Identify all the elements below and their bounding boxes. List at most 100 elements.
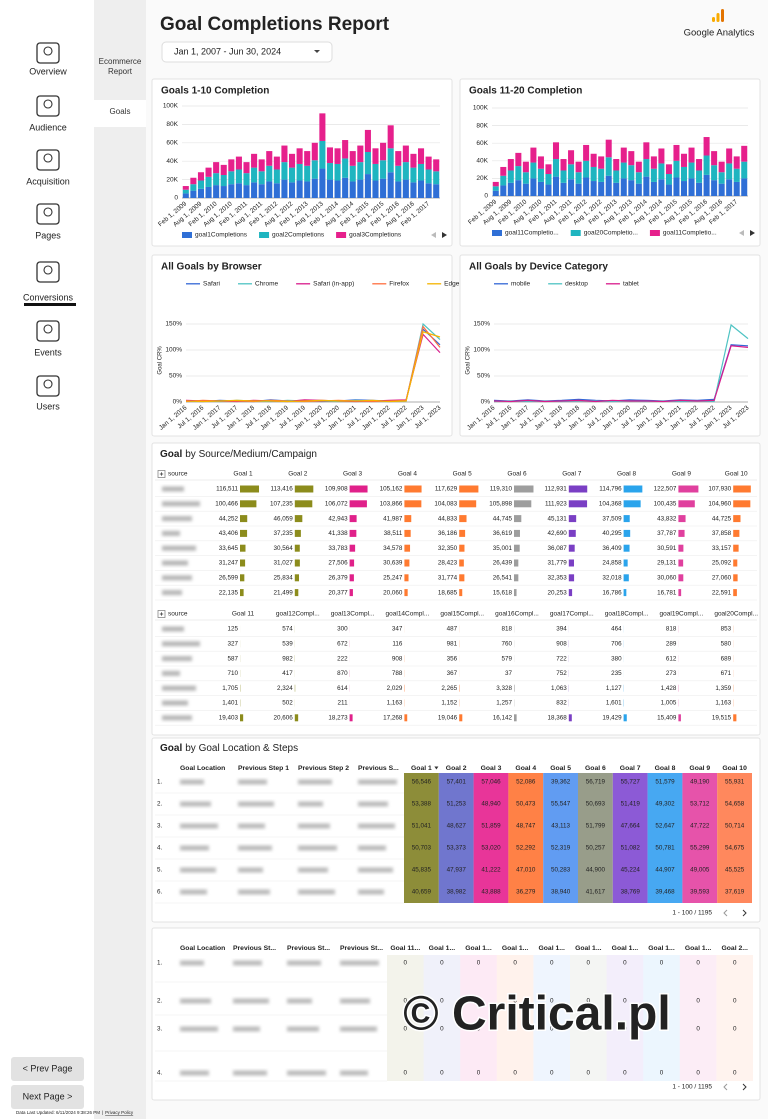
legend-label[interactable]: mobile xyxy=(511,281,531,288)
column-header[interactable]: Goal 5 xyxy=(550,765,571,772)
column-header[interactable]: Goal 1... xyxy=(612,945,639,952)
legend-item[interactable]: desktop xyxy=(548,281,588,288)
legend-item[interactable]: Firefox xyxy=(372,281,410,288)
column-header[interactable]: Previous Step 1 xyxy=(238,765,289,772)
nav-icon[interactable] xyxy=(36,320,60,342)
column-header[interactable]: Goal 2... xyxy=(721,945,748,952)
page-next[interactable] xyxy=(742,909,747,917)
nav-label[interactable]: Users xyxy=(36,401,60,411)
nav-icon-dot[interactable] xyxy=(43,207,53,217)
column-header[interactable]: goal18Compl... xyxy=(605,611,649,618)
column-header[interactable]: Goal 8 xyxy=(617,471,637,478)
legend-next[interactable] xyxy=(750,230,755,236)
legend-label[interactable]: Safari (in-app) xyxy=(313,281,354,288)
legend-item[interactable]: goal11Completio... xyxy=(492,230,559,237)
legend-label[interactable]: goal11Completio... xyxy=(663,230,717,237)
privacy-link[interactable]: Privacy Policy xyxy=(105,1110,134,1115)
legend-item[interactable]: goal3Completions xyxy=(336,232,402,239)
nav-item[interactable]: Overview xyxy=(29,42,67,76)
column-header[interactable]: goal19Compl... xyxy=(660,611,704,618)
nav-item[interactable]: Users xyxy=(36,375,60,411)
nav-icon[interactable] xyxy=(36,261,60,283)
column-header[interactable]: Goal 3 xyxy=(481,765,502,772)
column-header[interactable]: Goal 10 xyxy=(722,765,747,772)
legend-item[interactable]: Safari (in-app) xyxy=(296,281,354,288)
button[interactable] xyxy=(11,1057,84,1081)
button[interactable] xyxy=(11,1085,84,1109)
legend-next[interactable] xyxy=(442,232,447,238)
legend-label[interactable]: Chrome xyxy=(255,281,279,288)
column-header[interactable]: Goal 3 xyxy=(343,471,363,478)
date-box[interactable] xyxy=(161,41,333,63)
page-next[interactable] xyxy=(742,1083,747,1091)
nav-icon-dot[interactable] xyxy=(43,265,53,275)
dropdown-arrow[interactable] xyxy=(314,50,320,53)
nav-icon-dot[interactable] xyxy=(43,153,53,163)
column-header[interactable]: goal12Compl... xyxy=(276,611,320,618)
next-page[interactable]: Next Page > xyxy=(11,1085,84,1109)
column-header[interactable]: goal15Compl... xyxy=(440,611,484,618)
button-label[interactable]: < Prev Page xyxy=(23,1063,73,1073)
nav-icon[interactable] xyxy=(36,203,60,225)
button-label[interactable]: Next Page > xyxy=(23,1091,73,1101)
legend-item[interactable]: goal20Completio... xyxy=(570,230,638,237)
column-header[interactable]: Goal 1... xyxy=(685,945,712,952)
column-header[interactable]: Goal 1... xyxy=(575,945,602,952)
column-header[interactable]: Goal 4 xyxy=(515,765,536,772)
column-header[interactable]: Goal 1... xyxy=(502,945,529,952)
legend-item[interactable]: goal2Completions xyxy=(259,232,325,239)
column-header[interactable]: Previous St... xyxy=(340,945,383,952)
column-header[interactable]: Goal 1... xyxy=(465,945,492,952)
column-header[interactable]: Goal 1 xyxy=(233,471,253,478)
column-header[interactable]: goal13Compl... xyxy=(331,611,375,618)
page-prev[interactable] xyxy=(723,1083,728,1091)
column-header[interactable]: Goal 9 xyxy=(689,765,710,772)
subnav-item[interactable]: Goals xyxy=(109,107,131,116)
nav-item[interactable]: Audience xyxy=(29,95,67,132)
legend-label[interactable]: Safari xyxy=(203,281,220,288)
column-header[interactable]: Previous St... xyxy=(287,945,330,952)
column-header[interactable]: Goal 7 xyxy=(620,765,641,772)
column-header[interactable]: Goal 1... xyxy=(429,945,456,952)
nav-item[interactable]: Pages xyxy=(35,203,61,240)
column-header[interactable]: Goal 2 xyxy=(288,471,308,478)
expand-plus[interactable] xyxy=(159,612,164,616)
column-header[interactable]: source xyxy=(168,611,188,618)
column-header[interactable]: Previous S... xyxy=(358,765,399,772)
nav-item[interactable]: Events xyxy=(34,320,62,357)
expand-plus[interactable] xyxy=(159,472,164,476)
legend-label[interactable]: goal11Completio... xyxy=(505,230,559,237)
column-header[interactable]: Previous Step 2 xyxy=(298,765,349,772)
legend-item[interactable]: tablet xyxy=(605,281,639,288)
nav-icon[interactable] xyxy=(36,149,60,171)
column-header[interactable]: Goal 8 xyxy=(655,765,676,772)
nav-icon-dot[interactable] xyxy=(43,324,53,334)
nav-item[interactable]: Conversions xyxy=(23,261,76,306)
column-header[interactable]: Goal Location xyxy=(180,945,225,952)
column-header[interactable]: Goal 6 xyxy=(507,471,527,478)
nav-item[interactable]: Acquisition xyxy=(26,149,70,186)
column-header[interactable]: goal17Compl... xyxy=(550,611,594,618)
column-header[interactable]: Goal 7 xyxy=(562,471,582,478)
nav-icon-dot[interactable] xyxy=(43,46,53,56)
legend-label[interactable]: desktop xyxy=(565,281,588,288)
page-prev[interactable] xyxy=(723,909,728,917)
nav-icon[interactable] xyxy=(36,42,60,64)
column-header[interactable]: Goal 6 xyxy=(585,765,606,772)
date-picker[interactable]: Jan 1, 2007 - Jun 30, 2024 xyxy=(161,41,333,63)
nav-icon[interactable] xyxy=(36,95,60,117)
nav-label[interactable]: Acquisition xyxy=(26,176,70,186)
legend-label[interactable]: Edge xyxy=(444,281,460,288)
column-header[interactable]: goal14Compl... xyxy=(386,611,430,618)
legend-prev[interactable] xyxy=(739,230,744,236)
column-header[interactable]: goal20Compl... xyxy=(714,611,758,618)
legend-label[interactable]: goal20Completio... xyxy=(584,230,638,237)
legend-label[interactable]: goal3Completions xyxy=(349,232,402,239)
nav-label[interactable]: Conversions xyxy=(23,292,74,302)
nav-icon-dot[interactable] xyxy=(43,379,53,389)
column-header[interactable]: Goal Location xyxy=(180,765,225,772)
legend-item[interactable]: Safari xyxy=(186,281,220,288)
legend-prev[interactable] xyxy=(431,232,436,238)
column-header[interactable]: source xyxy=(168,471,188,478)
column-header[interactable]: Previous St... xyxy=(233,945,276,952)
